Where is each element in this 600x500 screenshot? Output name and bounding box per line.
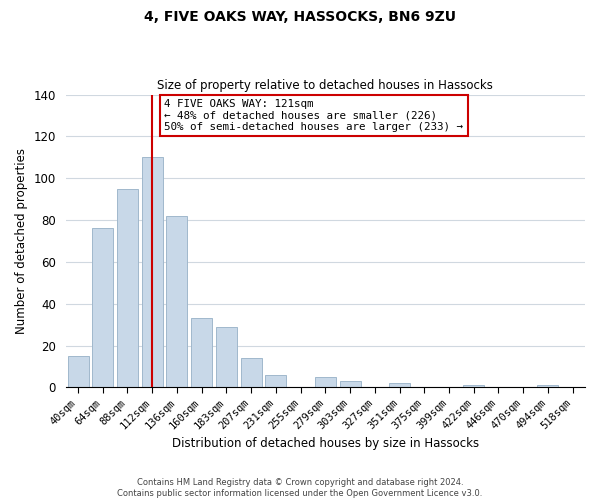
Bar — [538, 386, 559, 388]
Bar — [463, 386, 484, 388]
Bar — [216, 327, 237, 388]
Bar — [68, 356, 89, 388]
Bar — [315, 377, 336, 388]
Title: Size of property relative to detached houses in Hassocks: Size of property relative to detached ho… — [157, 79, 493, 92]
Bar — [191, 318, 212, 388]
Text: Contains HM Land Registry data © Crown copyright and database right 2024.
Contai: Contains HM Land Registry data © Crown c… — [118, 478, 482, 498]
Bar — [340, 381, 361, 388]
X-axis label: Distribution of detached houses by size in Hassocks: Distribution of detached houses by size … — [172, 437, 479, 450]
Bar — [241, 358, 262, 388]
Bar — [142, 158, 163, 388]
Bar — [166, 216, 187, 388]
Text: 4 FIVE OAKS WAY: 121sqm
← 48% of detached houses are smaller (226)
50% of semi-d: 4 FIVE OAKS WAY: 121sqm ← 48% of detache… — [164, 99, 463, 132]
Text: 4, FIVE OAKS WAY, HASSOCKS, BN6 9ZU: 4, FIVE OAKS WAY, HASSOCKS, BN6 9ZU — [144, 10, 456, 24]
Bar — [265, 375, 286, 388]
Bar — [389, 384, 410, 388]
Bar — [117, 188, 138, 388]
Y-axis label: Number of detached properties: Number of detached properties — [15, 148, 28, 334]
Bar — [92, 228, 113, 388]
